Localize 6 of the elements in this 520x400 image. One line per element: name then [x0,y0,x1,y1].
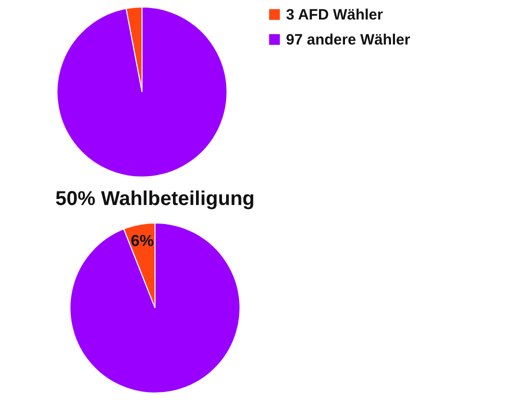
pie-slice [70,222,240,394]
data-label: 6% [130,233,154,250]
chart-title: 50% Wahlbeteiligung [55,188,255,210]
legend-label: 97 andere Wähler [286,32,410,48]
legend-label: 3 AFD Wähler [286,6,384,24]
pie-slice [56,6,228,178]
